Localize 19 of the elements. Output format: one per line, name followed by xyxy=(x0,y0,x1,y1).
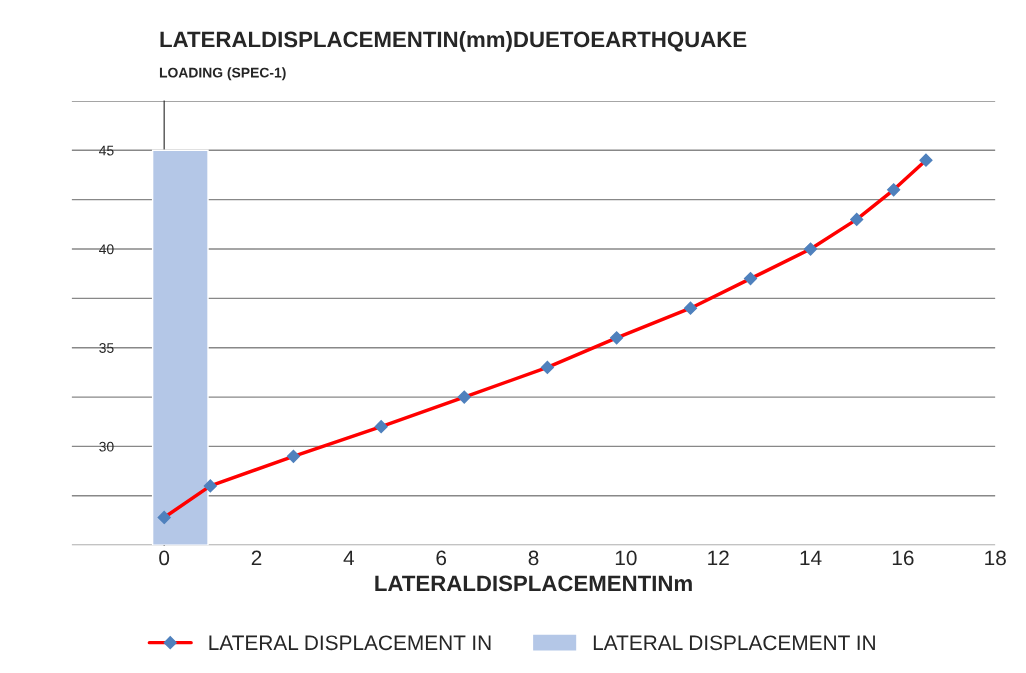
y-tick-label: 30 xyxy=(99,441,114,452)
y-tick-label: 45 xyxy=(99,145,114,156)
x-tick-label: 16 xyxy=(892,550,914,566)
legend-label: LATERAL DISPLACEMENT IN xyxy=(593,635,875,651)
x-tick-label: 0 xyxy=(159,550,170,566)
x-axis-title: LATERALDISPLACEMENTINm xyxy=(375,575,692,592)
legend-label: LATERAL DISPLACEMENT IN xyxy=(209,635,491,651)
x-tick-label: 6 xyxy=(436,550,447,566)
y-tick-label: 35 xyxy=(99,343,114,353)
x-tick-label: 10 xyxy=(615,550,637,566)
x-tick-label: 8 xyxy=(528,550,539,566)
x-tick-label: 18 xyxy=(985,550,1006,566)
x-tick-label: 14 xyxy=(800,550,822,566)
x-tick-label: 2 xyxy=(251,550,262,566)
x-tick-label: 12 xyxy=(708,550,729,566)
y-tick-label: 40 xyxy=(99,244,114,255)
x-tick-label: 4 xyxy=(343,550,355,566)
chart-title: LATERALDISPLACEMENTIN(mm)DUETOEARTHQUAKE xyxy=(160,31,747,52)
chart-subtitle: LOADING (SPEC-1) xyxy=(159,67,286,81)
